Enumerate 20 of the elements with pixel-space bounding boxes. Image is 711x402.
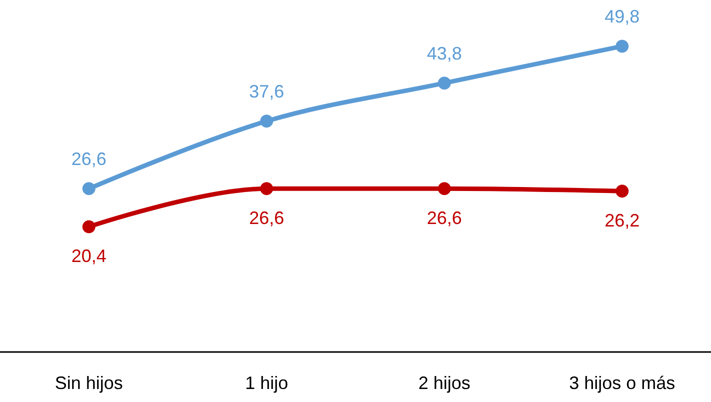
data-label: 20,4 [71,246,106,266]
x-tick-label: 2 hijos [418,373,470,393]
point [438,76,451,90]
x-tick-label: 1 hijo [245,373,288,393]
data-label: 37,6 [249,82,284,102]
point [82,220,96,234]
data-label: 43,8 [426,44,462,64]
data-label: 26,6 [71,149,106,170]
point [260,114,274,128]
data-label: 26,6 [249,208,284,228]
x-tick-label: 3 hijos o más [569,373,676,393]
point [260,182,274,196]
point [616,40,629,53]
point [616,184,629,198]
data-label: 49,8 [604,6,640,27]
x-tick-label: Sin hijos [54,373,123,393]
data-label: 26,2 [604,210,640,231]
data-label: 26,6 [426,208,462,228]
point [438,182,451,196]
point [82,182,96,196]
